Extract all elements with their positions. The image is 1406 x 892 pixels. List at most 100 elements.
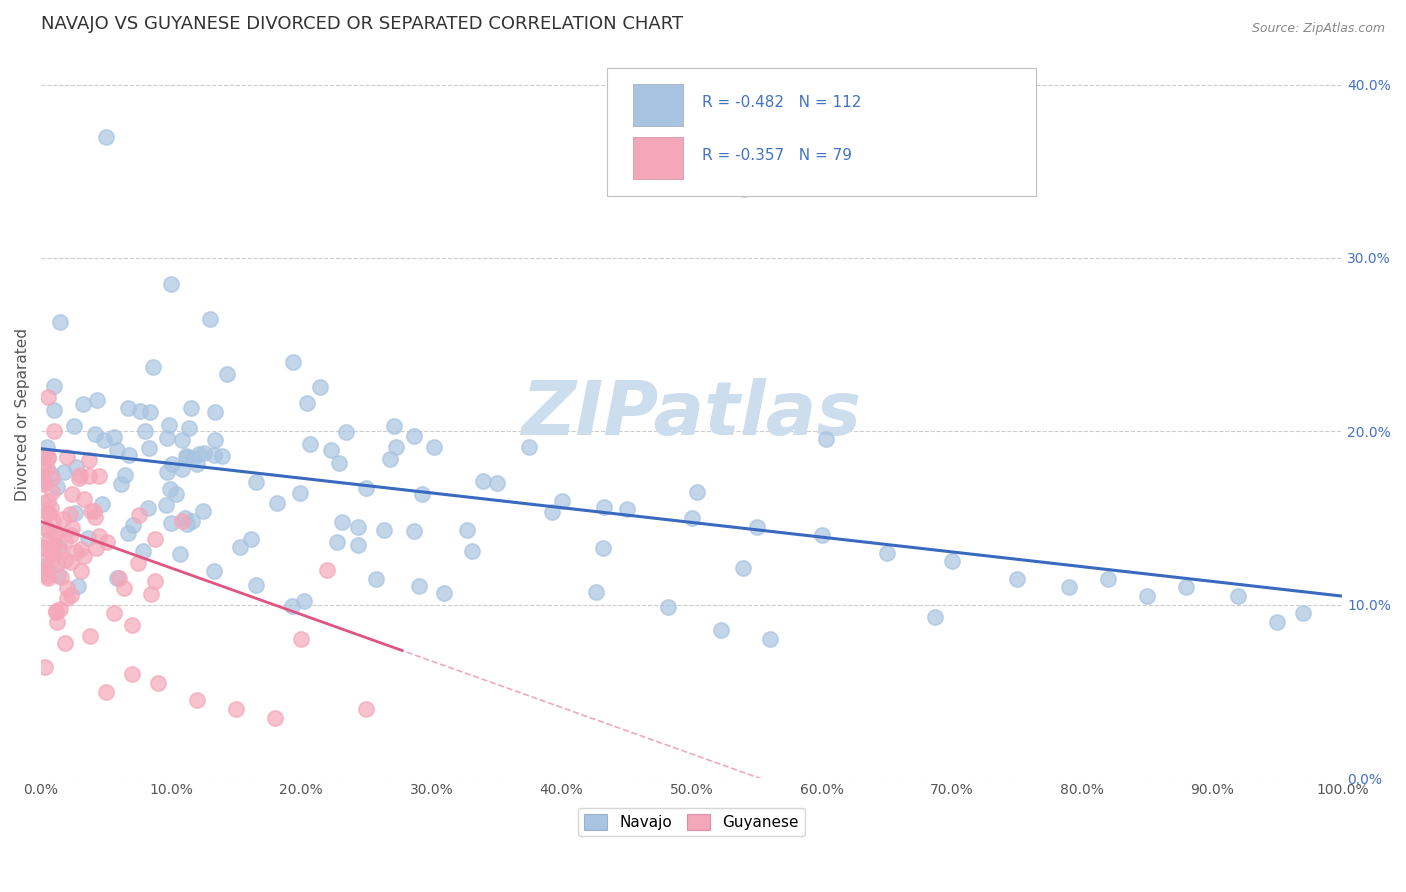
Point	[56, 581, 79, 595]
Point	[79, 630, 101, 644]
Point	[211, 450, 233, 464]
Point	[37, 534, 59, 549]
Point	[1136, 589, 1159, 603]
Point	[118, 448, 141, 462]
Point	[142, 359, 165, 374]
Point	[44, 526, 66, 541]
Point	[60, 520, 83, 534]
Point	[225, 702, 247, 716]
Point	[46, 480, 69, 494]
Point	[31, 559, 53, 574]
Point	[347, 538, 370, 552]
Point	[245, 475, 267, 489]
Point	[176, 517, 198, 532]
Point	[42, 539, 65, 553]
Point	[83, 509, 105, 524]
Point	[59, 528, 82, 542]
Point	[1057, 581, 1080, 595]
Point	[733, 181, 755, 195]
Point	[60, 588, 83, 602]
Point	[316, 563, 339, 577]
Point	[1227, 589, 1250, 603]
Point	[1265, 615, 1288, 629]
Point	[35, 562, 58, 576]
Point	[733, 560, 755, 574]
Point	[52, 465, 75, 479]
Point	[96, 129, 118, 144]
Point	[63, 419, 86, 434]
Point	[69, 467, 91, 482]
Point	[76, 532, 98, 546]
Point	[103, 430, 125, 444]
Point	[48, 602, 70, 616]
Point	[204, 405, 226, 419]
Point	[541, 505, 564, 519]
Point	[759, 632, 782, 647]
Point	[681, 511, 703, 525]
Point	[67, 471, 90, 485]
Point	[264, 710, 287, 724]
Point	[72, 397, 94, 411]
Point	[143, 532, 166, 546]
Point	[139, 405, 162, 419]
Point	[384, 440, 406, 454]
Point	[35, 569, 58, 583]
Point	[169, 548, 191, 562]
Point	[86, 392, 108, 407]
Point	[382, 418, 405, 433]
Point	[402, 524, 425, 538]
Point	[96, 534, 118, 549]
Point	[83, 504, 105, 518]
Point	[32, 450, 55, 464]
Point	[319, 442, 342, 457]
Point	[810, 528, 832, 542]
Point	[159, 483, 181, 497]
Point	[292, 594, 315, 608]
Point	[42, 546, 65, 560]
Point	[155, 498, 177, 512]
Point	[127, 556, 149, 570]
Point	[297, 395, 319, 409]
Point	[281, 355, 304, 369]
Point	[132, 543, 155, 558]
Point	[46, 557, 69, 571]
Point	[924, 610, 946, 624]
Point	[309, 380, 332, 394]
Point	[73, 549, 96, 563]
Point	[35, 461, 58, 475]
Point	[364, 572, 387, 586]
Point	[93, 433, 115, 447]
Point	[160, 457, 183, 471]
Point	[72, 491, 94, 506]
Point	[266, 496, 288, 510]
Point	[585, 585, 607, 599]
Point	[48, 315, 70, 329]
Text: R = -0.357   N = 79: R = -0.357 N = 79	[702, 148, 852, 163]
Point	[105, 442, 128, 457]
Point	[1097, 572, 1119, 586]
Point	[593, 500, 616, 514]
Text: ZIPatlas: ZIPatlas	[522, 377, 862, 450]
Point	[37, 506, 59, 520]
Point	[326, 534, 349, 549]
Point	[45, 526, 67, 541]
Point	[172, 462, 194, 476]
Point	[202, 448, 225, 462]
Point	[1175, 581, 1198, 595]
Point	[128, 404, 150, 418]
Point	[136, 500, 159, 515]
Point	[122, 518, 145, 533]
Point	[408, 579, 430, 593]
Point	[44, 402, 66, 417]
Point	[815, 432, 838, 446]
Point	[65, 545, 87, 559]
Point	[91, 497, 114, 511]
Point	[41, 547, 63, 561]
Point	[39, 500, 62, 515]
Point	[32, 475, 55, 490]
Point	[37, 390, 59, 404]
Point	[117, 401, 139, 416]
FancyBboxPatch shape	[607, 68, 1036, 195]
Point	[108, 571, 131, 585]
Point	[941, 554, 963, 568]
